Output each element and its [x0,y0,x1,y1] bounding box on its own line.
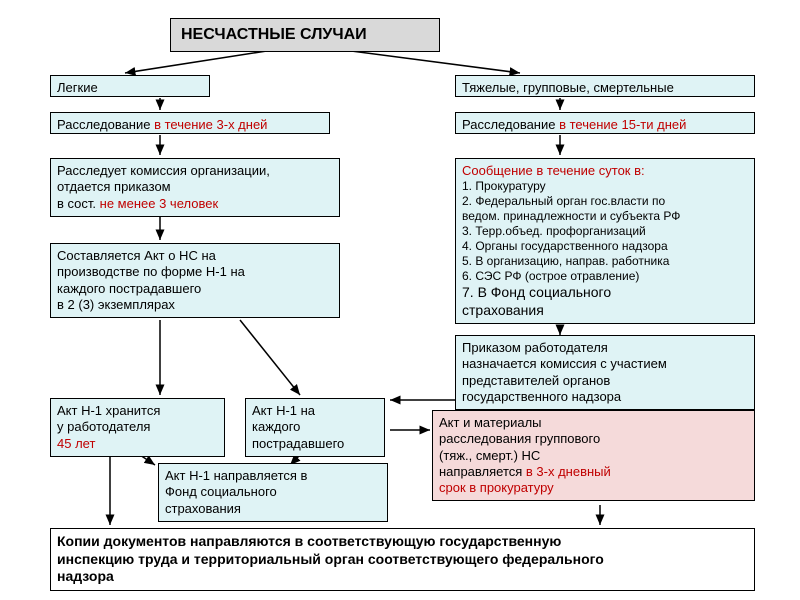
copies-l2: инспекцию труда и территориальный орган … [57,551,748,569]
fss-l3: страхования [165,501,381,517]
act-box: Составляется Акт о НС на производстве по… [50,243,340,318]
fss-l2: Фонд социального [165,484,381,500]
left-inv-red: в течение 3-х дней [154,117,267,132]
order-l2: назначается комиссия с участием [462,356,748,372]
msg-title: Сообщение в течение суток в: [462,163,748,179]
msg-6: 6. СЭС РФ (острое отравление) [462,269,748,284]
mat-l4b: в 3-х дневный [526,464,611,479]
msg-5: 5. В организацию, направ. работника [462,254,748,269]
each-box: Акт Н-1 на каждого пострадавшего [245,398,385,457]
right-investigation-box: Расследование в течение 15-ти дней [455,112,755,134]
order-box: Приказом работодателя назначается комисс… [455,335,755,410]
copies-l3: надзора [57,568,748,586]
msg-3: 3. Терр.объед. профорганизаций [462,224,748,239]
left-inv-prefix: Расследование [57,117,154,132]
msg-1: 1. Прокуратуру [462,179,748,194]
right-header-box: Тяжелые, групповые, смертельные [455,75,755,97]
title-box: НЕСЧАСТНЫЕ СЛУЧАИ [170,18,440,52]
order-l1: Приказом работодателя [462,340,748,356]
order-l3: представителей органов [462,373,748,389]
store-l1: Акт Н-1 хранится [57,403,218,419]
store-box: Акт Н-1 хранится у работодателя 45 лет [50,398,225,457]
message-box: Сообщение в течение суток в: 1. Прокурат… [455,158,755,324]
act-l4: в 2 (3) экземплярах [57,297,333,313]
left-header-box: Легкие [50,75,210,97]
act-l1: Составляется Акт о НС на [57,248,333,264]
copies-box: Копии документов направляются в соответс… [50,528,755,591]
each-l3: пострадавшего [252,436,378,452]
fss-box: Акт Н-1 направляется в Фонд социального … [158,463,388,522]
msg-7: 7. В Фонд социального [462,284,748,302]
each-l1: Акт Н-1 на [252,403,378,419]
mat-l1: Акт и материалы [439,415,748,431]
materials-box: Акт и материалы расследования группового… [432,410,755,501]
right-header-text: Тяжелые, групповые, смертельные [462,80,674,95]
mat-l3: (тяж., смерт.) НС [439,448,748,464]
commission-l2: отдается приказом [57,179,333,195]
act-l3: каждого пострадавшего [57,281,333,297]
each-l2: каждого [252,419,378,435]
msg-2: 2. Федеральный орган гос.власти по [462,194,748,209]
msg-4: 4. Органы государственного надзора [462,239,748,254]
commission-l1: Расследует комиссия организации, [57,163,333,179]
mat-l5: срок в прокуратуру [439,480,748,496]
title-text: НЕСЧАСТНЫЕ СЛУЧАИ [181,26,367,43]
store-red: 45 лет [57,436,218,452]
mat-l4a: направляется [439,464,526,479]
copies-l1: Копии документов направляются в соответс… [57,533,748,551]
right-inv-red: в течение 15-ти дней [559,117,686,132]
left-investigation-box: Расследование в течение 3-х дней [50,112,330,134]
msg-2b: ведом. принадлежности и субъекта РФ [462,209,748,224]
act-l2: производстве по форме Н-1 на [57,264,333,280]
commission-l3a: в сост. [57,196,100,211]
store-l2: у работодателя [57,419,218,435]
commission-l3b: не менее 3 человек [100,196,219,211]
right-inv-prefix: Расследование [462,117,559,132]
fss-l1: Акт Н-1 направляется в [165,468,381,484]
commission-box: Расследует комиссия организации, отдаетс… [50,158,340,217]
left-header-text: Легкие [57,80,98,95]
mat-l2: расследования группового [439,431,748,447]
msg-7b: страхования [462,302,748,320]
order-l4: государственного надзора [462,389,748,405]
